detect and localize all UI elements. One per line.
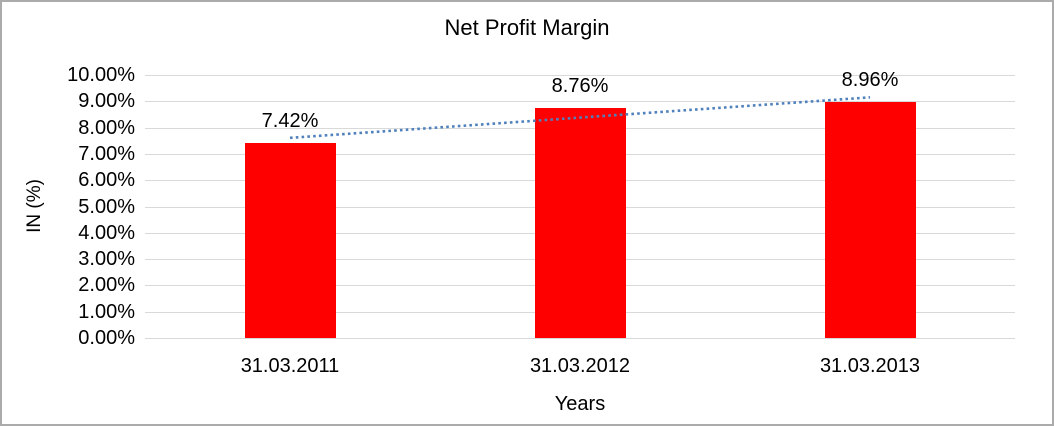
gridline xyxy=(145,101,1015,103)
data-label: 7.42% xyxy=(261,109,319,132)
x-category-label: 31.03.2011 xyxy=(240,355,340,377)
gridline xyxy=(145,338,1015,339)
plot-area: 7.42% 8.76% 8.96% xyxy=(145,69,1015,339)
data-label: 8.96% xyxy=(841,69,899,92)
chart-title: Net Profit Margin xyxy=(444,15,610,40)
bar-31.03.2012 xyxy=(534,107,626,338)
y-tick-label: 6.00% xyxy=(78,169,135,192)
bar-31.03.2013 xyxy=(824,102,916,338)
y-tick-label: 4.00% xyxy=(78,221,135,244)
data-label: 8.76% xyxy=(551,74,609,97)
y-tick-label: 5.00% xyxy=(78,195,135,218)
y-tick-label: 8.00% xyxy=(78,116,135,139)
y-tick-label: 0.00% xyxy=(78,327,135,349)
x-category-label: 31.03.2013 xyxy=(819,355,921,377)
x-category-label: 31.03.2012 xyxy=(529,355,631,377)
y-tick-label: 3.00% xyxy=(78,248,135,271)
trendline xyxy=(289,96,871,140)
y-tick-label: 2.00% xyxy=(78,274,135,297)
gridline xyxy=(145,75,1015,76)
y-tick-label: 10.00% xyxy=(67,64,135,86)
bar-31.03.2011 xyxy=(244,142,336,338)
y-tick-label: 7.00% xyxy=(78,142,135,165)
y-tick-label: 1.00% xyxy=(78,300,135,323)
y-tick-label: 9.00% xyxy=(78,90,135,113)
x-axis-title: Years xyxy=(554,393,606,415)
